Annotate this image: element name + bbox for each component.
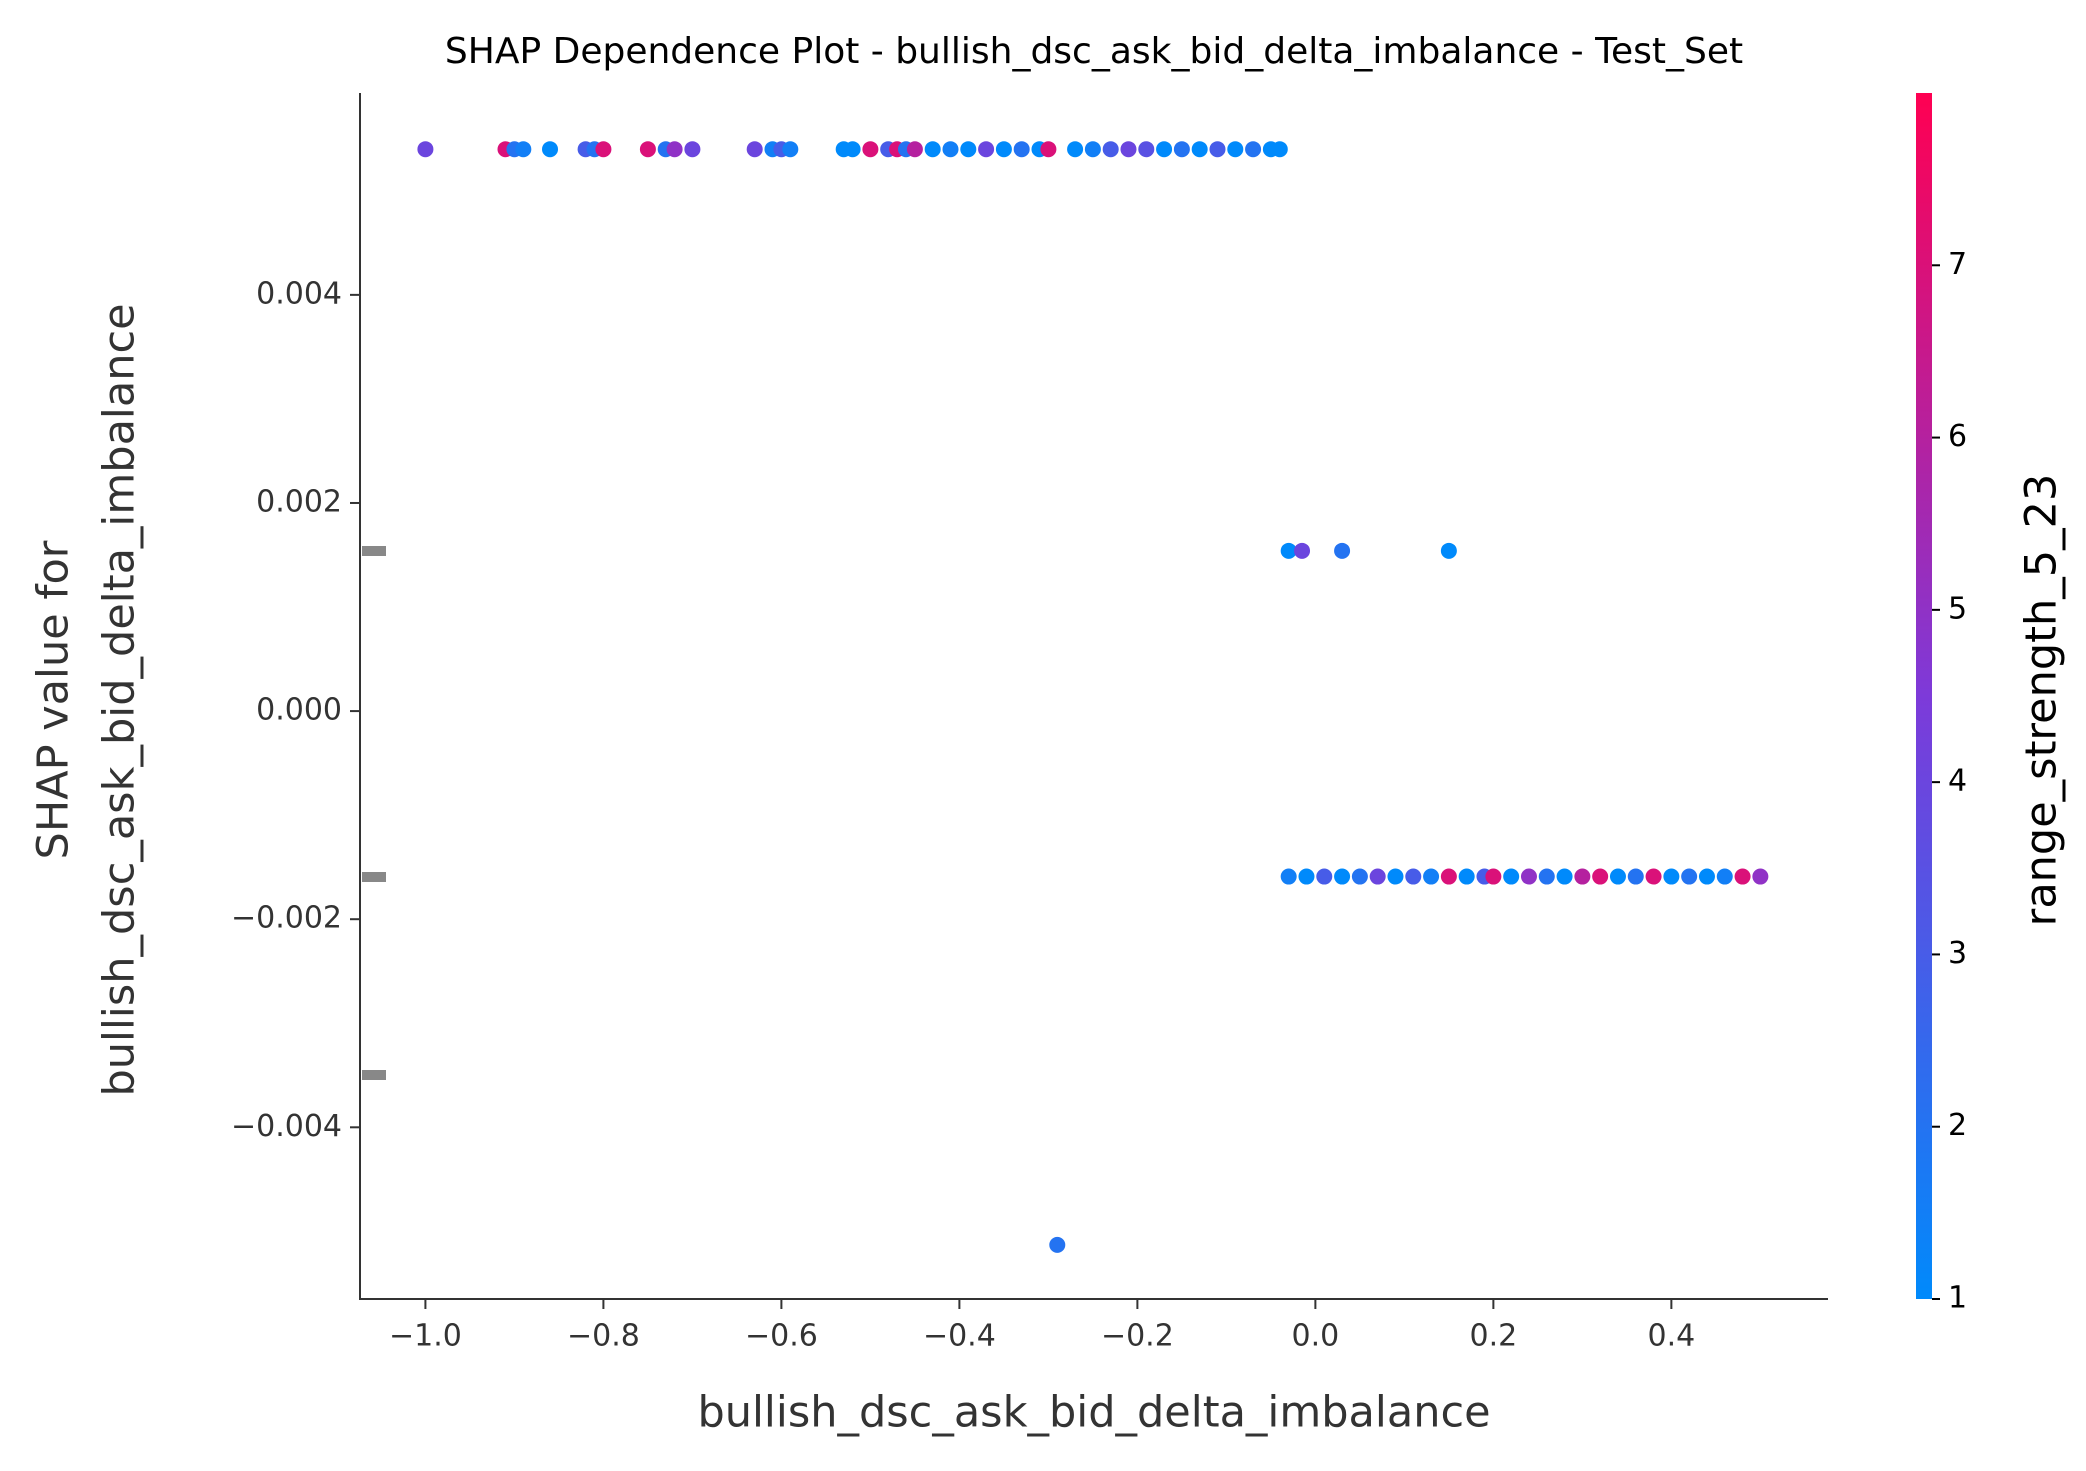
scatter-point (684, 141, 701, 158)
y-tick-label: 0.002 (256, 484, 342, 519)
scatter-point (1609, 868, 1626, 885)
scatter-point (1138, 141, 1155, 158)
y-axis-label: SHAP value for (29, 540, 79, 859)
scatter-point (1294, 542, 1311, 559)
scatter-point (1734, 868, 1751, 885)
scatter-point (1458, 868, 1475, 885)
colorbar-tick-label: 7 (1948, 247, 1967, 282)
y-axis-label: bullish_dsc_ask_bid_delta_imbalance (95, 303, 145, 1096)
scatter-point (1049, 1236, 1066, 1253)
scatter-point (1681, 868, 1698, 885)
colorbar-label: range_strength_5_23 (2017, 474, 2067, 927)
scatter-point (1173, 141, 1190, 158)
x-tick-label: −0.4 (923, 1319, 996, 1354)
scatter-point (1752, 868, 1769, 885)
scatter-point (1280, 542, 1297, 559)
scatter-point (639, 141, 656, 158)
x-tick-label: −0.2 (1101, 1319, 1174, 1354)
x-tick-label: 0.2 (1470, 1319, 1518, 1354)
scatter-point (1538, 868, 1555, 885)
colorbar-tick-label: 2 (1948, 1108, 1967, 1143)
x-axis-label: bullish_dsc_ask_bid_delta_imbalance (697, 1388, 1490, 1438)
scatter-point (960, 141, 977, 158)
scatter-point (1120, 141, 1137, 158)
scatter-point (1191, 141, 1208, 158)
scatter-point (1574, 868, 1591, 885)
scatter-point (1369, 868, 1386, 885)
scatter-point (1245, 141, 1262, 158)
colorbar-tick-label: 3 (1948, 936, 1967, 971)
scatter-point (1698, 868, 1715, 885)
scatter-point (1013, 141, 1030, 158)
colorbar-tick-label: 1 (1948, 1281, 1967, 1316)
scatter-point (1556, 868, 1573, 885)
scatter-point (1156, 141, 1173, 158)
scatter-point (595, 141, 612, 158)
scatter-point (417, 141, 434, 158)
scatter-point (1351, 868, 1368, 885)
x-tick-label: −1.0 (389, 1319, 462, 1354)
scatter-point (1663, 868, 1680, 885)
scatter-point (1440, 868, 1457, 885)
y-tick-label: −0.004 (231, 1109, 342, 1144)
scatter-point (995, 141, 1012, 158)
scatter-point (1334, 542, 1351, 559)
scatter-point (666, 141, 683, 158)
scatter-point (1271, 141, 1288, 158)
scatter-point (1102, 141, 1119, 158)
scatter-point (844, 141, 861, 158)
x-tick-label: 0.4 (1648, 1319, 1696, 1354)
histogram-bar (362, 546, 386, 556)
y-tick-label: −0.002 (231, 901, 342, 936)
x-tick-label: −0.8 (567, 1319, 640, 1354)
scatter-point (1387, 868, 1404, 885)
histogram-bar (362, 1070, 386, 1080)
x-tick-label: −0.6 (745, 1319, 818, 1354)
scatter-point (942, 141, 959, 158)
histogram-bar (362, 872, 386, 882)
y-tick-label: 0.004 (256, 276, 342, 311)
colorbar (1916, 93, 1932, 1299)
scatter-point (1227, 141, 1244, 158)
chart-title: SHAP Dependence Plot - bullish_dsc_ask_b… (445, 31, 1743, 72)
scatter-point (1334, 868, 1351, 885)
scatter-point (1503, 868, 1520, 885)
scatter-point (1592, 868, 1609, 885)
x-tick-label: 0.0 (1292, 1319, 1340, 1354)
scatter-point (1485, 868, 1502, 885)
scatter-point (1627, 868, 1644, 885)
scatter-point (1067, 141, 1084, 158)
scatter-point (746, 141, 763, 158)
y-tick-label: 0.000 (256, 693, 342, 728)
scatter-point (1520, 868, 1537, 885)
scatter-point (1298, 868, 1315, 885)
scatter-point (1040, 141, 1057, 158)
scatter-point (782, 141, 799, 158)
colorbar-tick-label: 6 (1948, 419, 1967, 454)
scatter-point (1405, 868, 1422, 885)
scatter-point (1440, 542, 1457, 559)
scatter-point (1280, 868, 1297, 885)
colorbar-tick-label: 5 (1948, 591, 1967, 626)
scatter-point (1316, 868, 1333, 885)
scatter-point (542, 141, 559, 158)
scatter-point (1084, 141, 1101, 158)
colorbar-tick-label: 4 (1948, 764, 1967, 799)
scatter-point (924, 141, 941, 158)
scatter-point (515, 141, 532, 158)
scatter-point (906, 141, 923, 158)
scatter-point (1716, 868, 1733, 885)
scatter-point (862, 141, 879, 158)
scatter-point (1423, 868, 1440, 885)
scatter-point (1645, 868, 1662, 885)
scatter-point (1209, 141, 1226, 158)
scatter-point (978, 141, 995, 158)
